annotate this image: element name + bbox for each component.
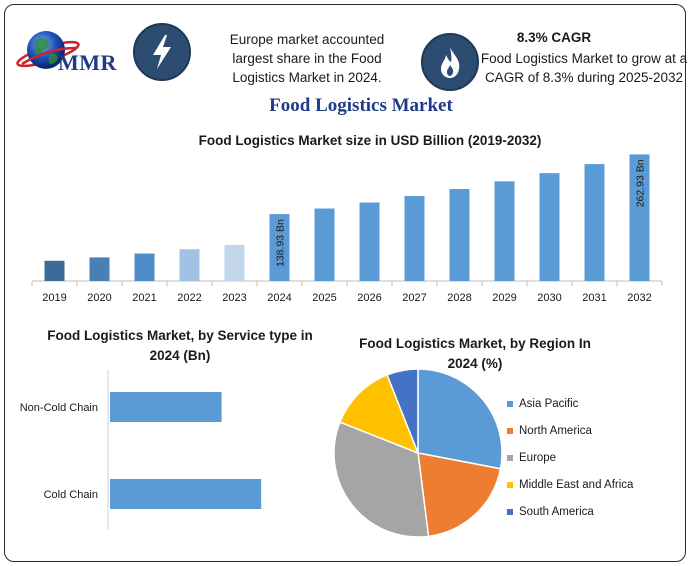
bar-2022 (179, 249, 200, 281)
flame-icon (421, 33, 479, 91)
service-chart-title: Food Logistics Market, by Service type i… (47, 328, 313, 363)
slice-asia-pacific (417, 368, 503, 470)
globe-icon (16, 31, 80, 69)
legend-swatch (507, 481, 513, 488)
bar-2029 (494, 181, 515, 281)
legend-item: South America (507, 498, 633, 525)
bar-2019 (44, 260, 65, 281)
x-tick-label: 2030 (537, 292, 561, 304)
logo-text: MMR (58, 50, 117, 75)
bar-non-cold-chain (110, 392, 222, 422)
legend-swatch (507, 427, 513, 434)
legend-label: South America (519, 505, 594, 518)
x-tick-label: 2031 (582, 292, 606, 304)
bar-2031 (584, 164, 605, 281)
x-tick-label: 2020 (87, 292, 111, 304)
x-tick-label: 2027 (402, 292, 426, 304)
slice-south-america (386, 368, 419, 454)
region-pie-chart (333, 368, 503, 538)
slice-middle-east-and-africa (338, 373, 420, 455)
bar-2030 (539, 173, 560, 281)
x-tick-label: 2028 (447, 292, 471, 304)
region-chart-title: Food Logistics Market, by Region In 2024… (359, 336, 591, 371)
highlight-text: Europe market accounted largest share in… (229, 32, 385, 85)
main-title: Food Logistics Market (269, 95, 453, 116)
bar-2028 (449, 189, 470, 281)
x-tick-label: 2026 (357, 292, 381, 304)
x-tick-label: 2029 (492, 292, 516, 304)
data-label: 138.93 Bn (275, 219, 287, 267)
bar-2025 (314, 208, 335, 281)
legend-swatch (507, 454, 513, 461)
cagr-text: Food Logistics Market to grow at a CAGR … (480, 51, 688, 85)
cagr-title: 8.3% CAGR (516, 30, 592, 45)
bar-2023 (224, 244, 245, 281)
x-tick-label: 2024 (267, 292, 291, 304)
legend-label: Europe (519, 451, 557, 464)
legend-label: North America (519, 424, 592, 437)
service-type-bar-chart: Non-Cold Chain Cold Chain (20, 370, 262, 530)
slice-north-america (417, 452, 502, 538)
legend-label: Asia Pacific (519, 397, 579, 410)
bar-2027 (404, 196, 425, 281)
x-tick-label: 2022 (177, 292, 201, 304)
legend-item: Europe (507, 444, 633, 471)
legend-swatch (507, 400, 513, 407)
x-tick-label: 2023 (222, 292, 246, 304)
y-tick-label: Cold Chain (44, 489, 98, 501)
infographic-frame (4, 4, 686, 562)
bar-cold-chain (110, 479, 262, 509)
slice-europe (333, 421, 430, 538)
legend-item: Middle East and Africa (507, 471, 633, 498)
legend-item: Asia Pacific (507, 390, 633, 417)
data-label: 262.93 Bn (635, 159, 647, 207)
x-tick-label: 2019 (42, 292, 66, 304)
market-size-bar-chart: 2019 2020 2021 2022 2023 2024 138.93 Bn 2025 202… (31, 154, 663, 304)
x-tick-label: 2021 (132, 292, 156, 304)
legend-swatch (507, 508, 513, 515)
x-tick-label: 2025 (312, 292, 336, 304)
x-tick-label: 2032 (627, 292, 651, 304)
bar-2021 (134, 253, 155, 281)
legend-label: Middle East and Africa (519, 478, 634, 491)
bar-2020 (89, 257, 110, 281)
bar-2032 (629, 154, 650, 281)
lightning-icon (133, 23, 191, 81)
bar-2024 (269, 214, 290, 281)
bar-chart-title: Food Logistics Market size in USD Billio… (198, 133, 542, 148)
pie-legend: Asia Pacific North America Europe Middle Ea… (507, 390, 633, 525)
y-tick-label: Non-Cold Chain (20, 402, 98, 414)
bar-2026 (359, 202, 380, 281)
legend-item: North America (507, 417, 633, 444)
